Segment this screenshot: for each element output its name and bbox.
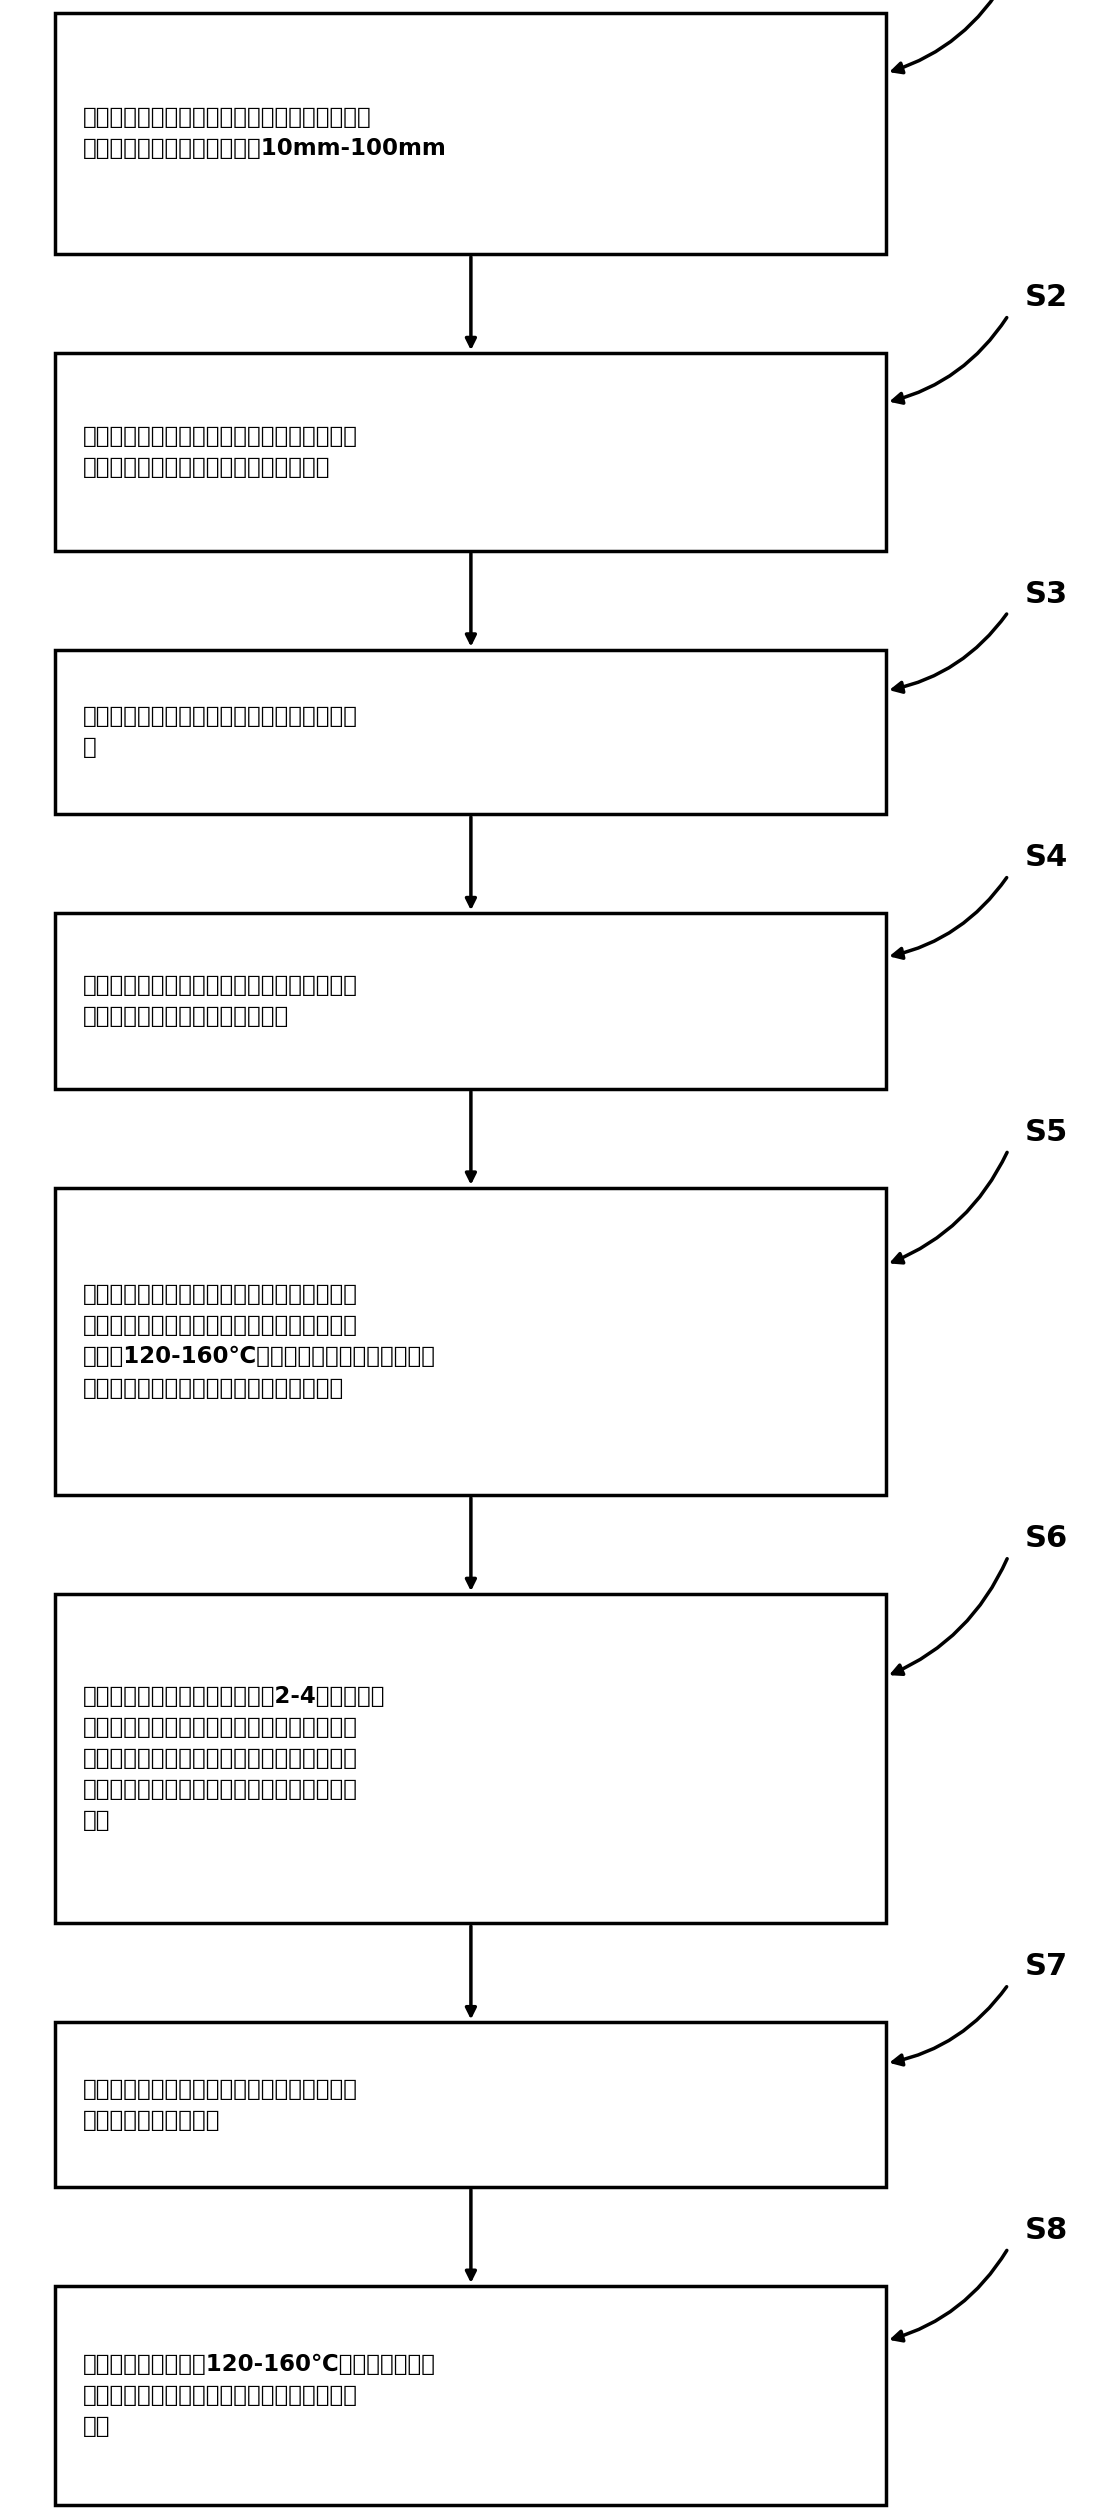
Text: S2: S2 (1025, 282, 1068, 312)
Bar (55, 2022, 886, 2188)
Text: S5: S5 (1025, 1118, 1068, 1146)
Bar (55, 1188, 886, 1496)
Bar (55, 2286, 886, 2505)
Text: S4: S4 (1025, 844, 1068, 871)
Bar (55, 914, 886, 1088)
Text: 以碳纤维布缠绕拍杆与球拍拍框连接处，将拍
杆与球拍拍框连接形成拍胚，并放入成型模具
内，在120-160℃的加热条件下固化成型，待冷
却后，取出模具内已成型的半: 以碳纤维布缠绕拍杆与球拍拍框连接处，将拍 杆与球拍拍框连接形成拍胚，并放入成型模… (83, 1284, 437, 1400)
Text: 以发泡材料包裹拍杆及非晶丝弹簧，以碳布缠
绕后，放入内空手柄内: 以发泡材料包裹拍杆及非晶丝弹簧，以碳布缠 绕后，放入内空手柄内 (83, 2077, 358, 2133)
Bar (55, 1594, 886, 1924)
Text: S3: S3 (1025, 579, 1068, 609)
Text: 在拍杆与手柄前沿接触位置卷绕2-4层的非晶丝
带碳布层；在拍杆末端套接非晶环，非晶环上
环绕连接有双数涂有环氧树脂的非晶丝弹簧，
所述非晶丝弹簧以非晶环中轴线为: 在拍杆与手柄前沿接触位置卷绕2-4层的非晶丝 带碳布层；在拍杆末端套接非晶环，非… (83, 1685, 386, 1833)
Text: 放入成型模具中，在120-160℃的加热条件下固
化成型，待冷却后，取出模具内已成型的羽毛
球拍: 放入成型模具中，在120-160℃的加热条件下固 化成型，待冷却后，取出模具内已… (83, 2352, 437, 2437)
Text: 在碳布两端连接浸有环氧树脂的非晶合金条带，
非晶合金条带一端延伸出碳布10mm-100mm: 在碳布两端连接浸有环氧树脂的非晶合金条带， 非晶合金条带一端延伸出碳布10mm-… (83, 106, 447, 161)
Bar (55, 650, 886, 813)
Bar (55, 353, 886, 551)
Bar (55, 13, 886, 254)
Text: 将碳布卷成长条状，然后将延伸出的非晶合金
条带包裹在长条状碳布一端，再裹上碳纱: 将碳布卷成长条状，然后将延伸出的非晶合金 条带包裹在长条状碳布一端，再裹上碳纱 (83, 426, 358, 478)
Text: S8: S8 (1025, 2216, 1068, 2246)
Text: 在拍杆与球拍拍框连接处中部开卡槽，将浸有
环氧树脂的非晶合金片插入卡槽中: 在拍杆与球拍拍框连接处中部开卡槽，将浸有 环氧树脂的非晶合金片插入卡槽中 (83, 974, 358, 1027)
Text: S6: S6 (1025, 1523, 1068, 1554)
Text: 将卷制好的长条状碳布做成球拍拍框的初始形
状: 将卷制好的长条状碳布做成球拍拍框的初始形 状 (83, 705, 358, 758)
Text: S7: S7 (1025, 1951, 1068, 1982)
